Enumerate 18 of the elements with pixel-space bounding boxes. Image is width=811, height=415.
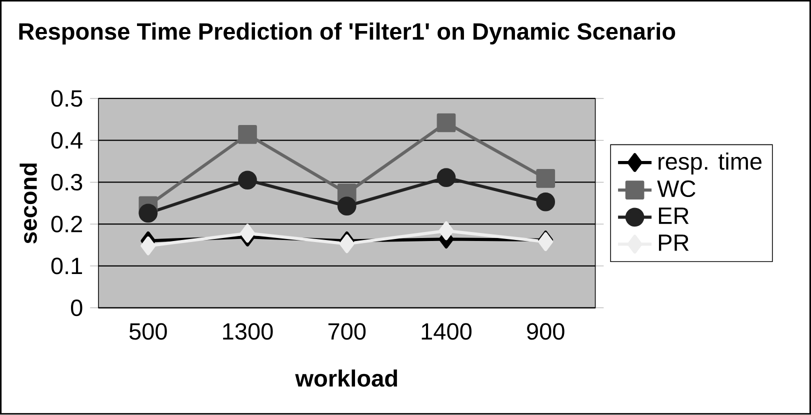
y-tick-label: 0.3 xyxy=(51,174,82,191)
y-tick-label: 0 xyxy=(71,300,82,316)
y-tick-label: 0.5 xyxy=(51,90,82,107)
legend-label: WC xyxy=(657,180,696,198)
y-tick-label: 0.2 xyxy=(51,216,82,233)
y-tick-label: 0.1 xyxy=(51,258,82,274)
x-tick-label: 1300 xyxy=(223,323,273,340)
legend-label: resp. time xyxy=(658,152,762,175)
legend-label: ER xyxy=(658,208,689,224)
legend-label: PR xyxy=(658,234,689,251)
y-tick-label: 0.4 xyxy=(51,132,82,149)
chart-title: Response Time Prediction of 'Filter1' on Dynamic Scenario xyxy=(19,22,676,45)
x-tick-label: 500 xyxy=(129,323,167,340)
x-tick-label: 1400 xyxy=(422,323,472,340)
y-axis-title: second xyxy=(20,164,37,244)
x-tick-label: 700 xyxy=(328,323,366,340)
x-tick-label: 900 xyxy=(527,323,564,340)
x-axis-title: workload xyxy=(295,370,398,387)
